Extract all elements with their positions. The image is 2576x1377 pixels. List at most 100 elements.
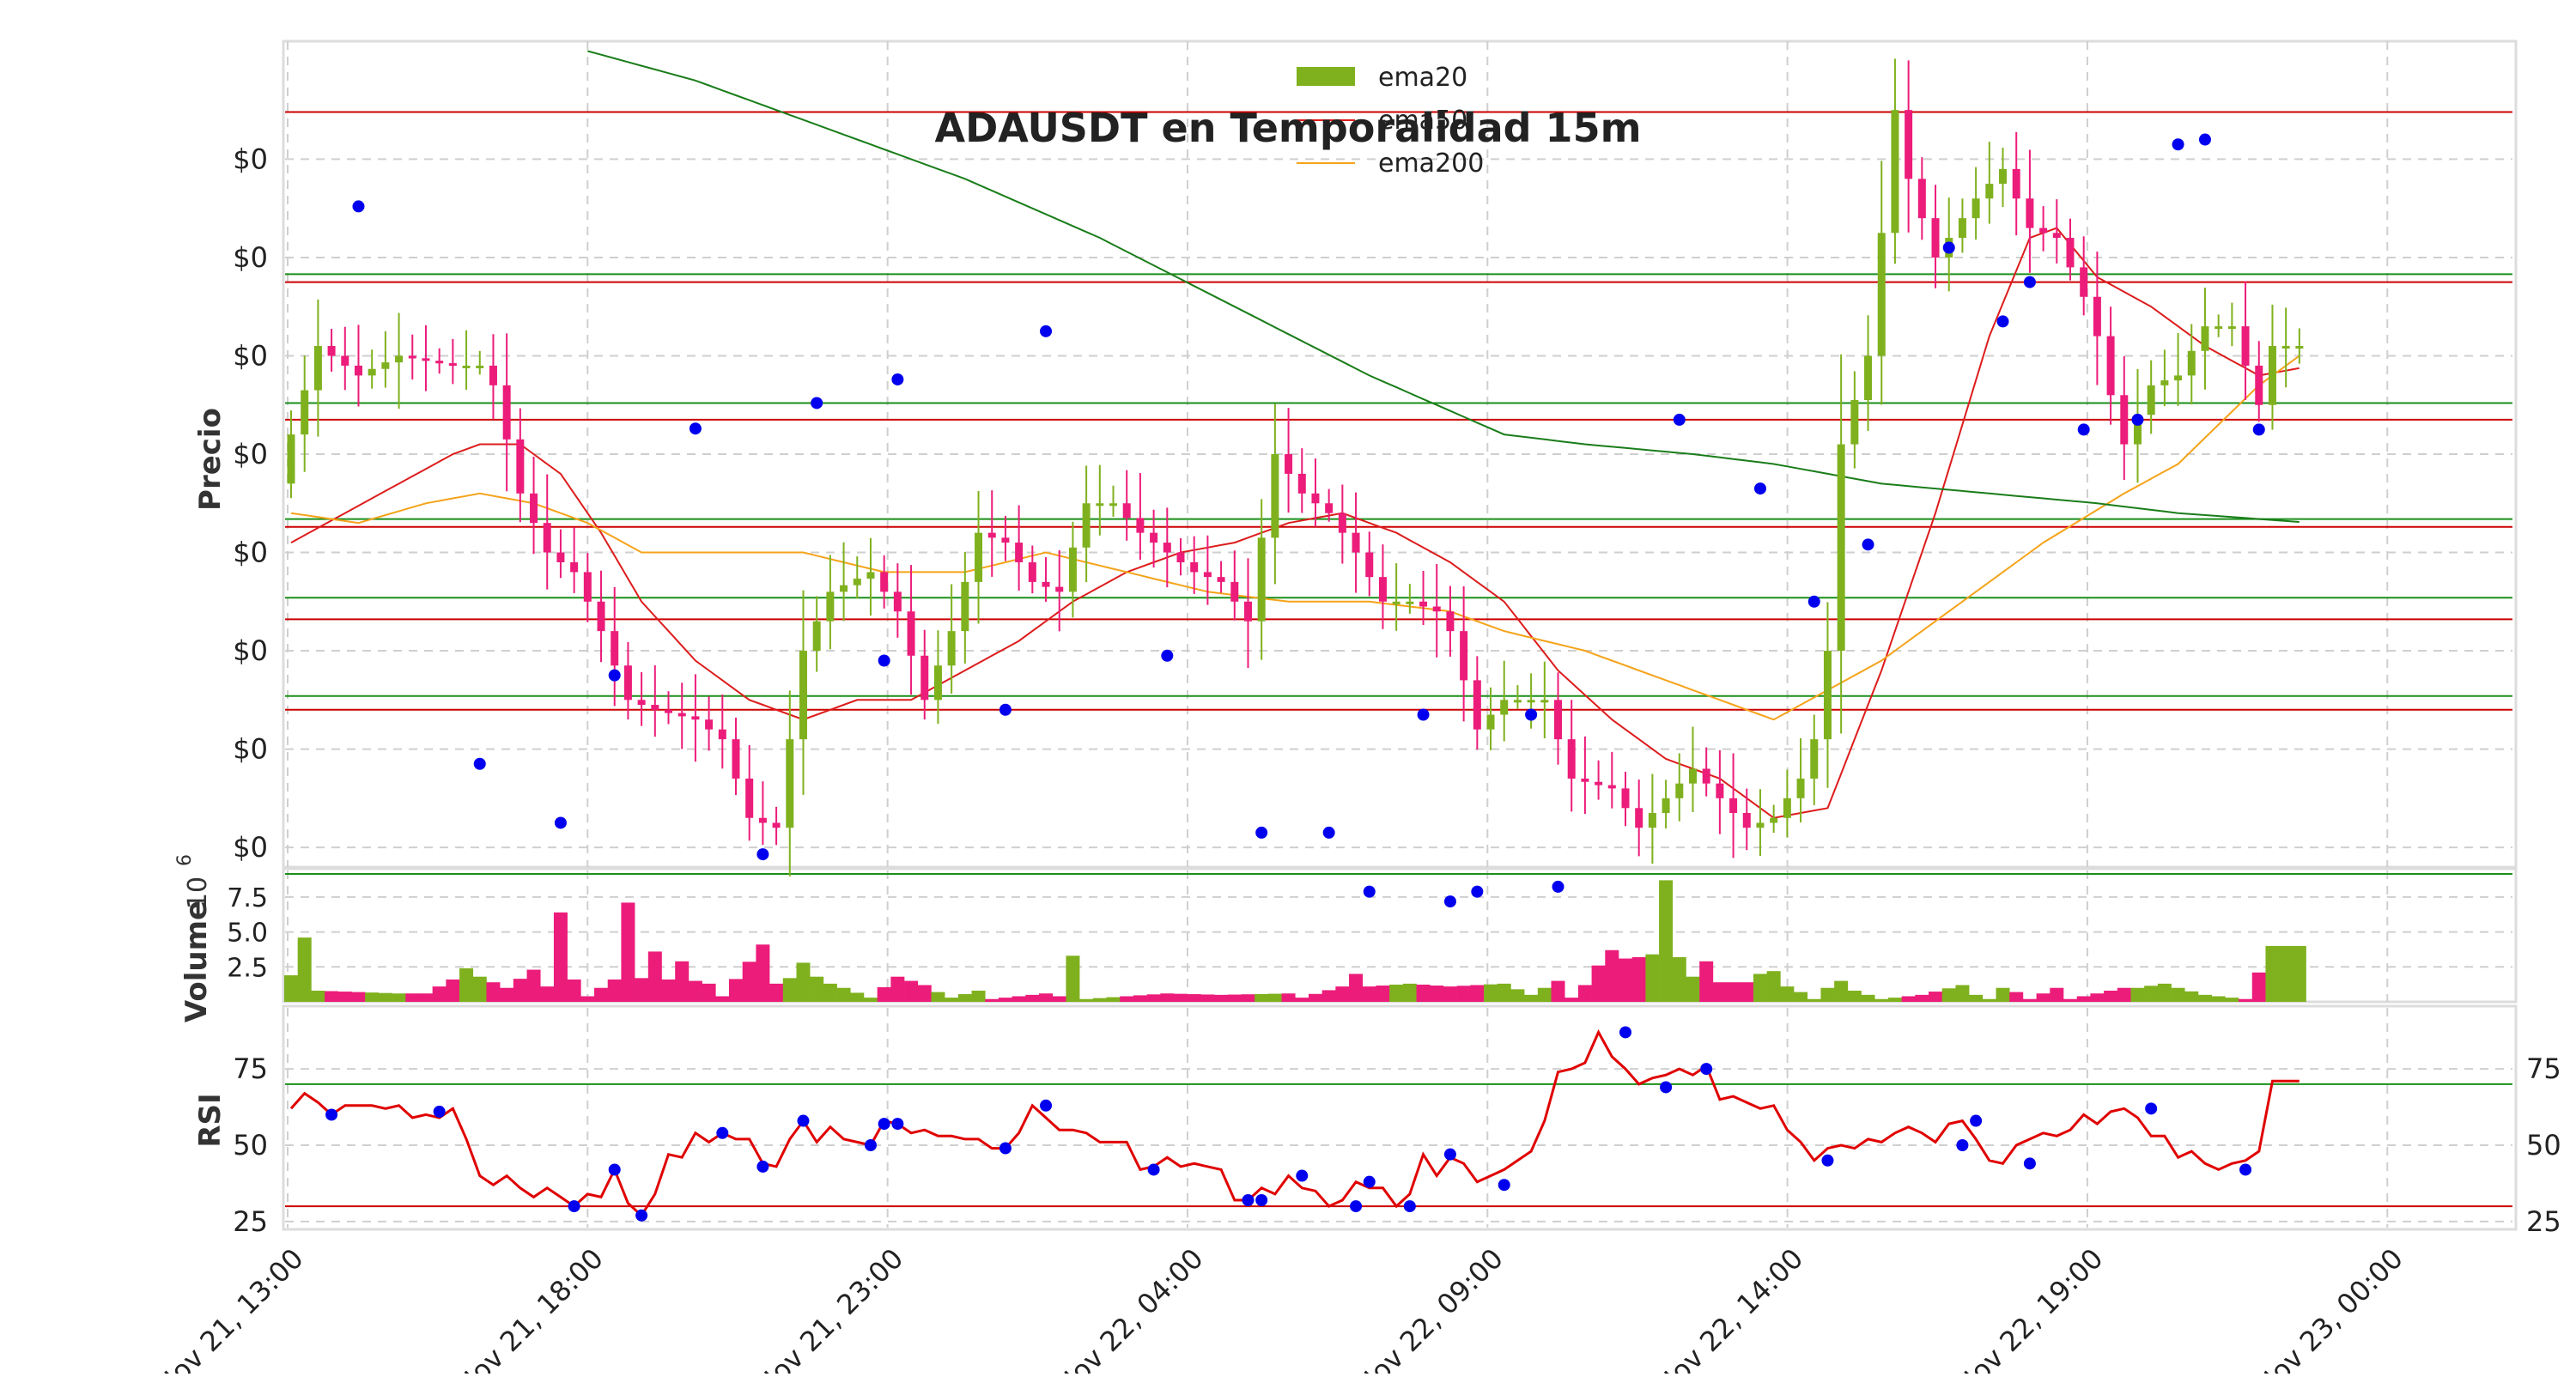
volume-bar — [1241, 994, 1255, 1002]
candle-body — [1770, 817, 1778, 823]
candle-body — [476, 365, 484, 368]
rsi-marker-dot — [878, 1118, 890, 1131]
volume-bar — [1740, 982, 1754, 1002]
candle-body — [1513, 700, 1522, 703]
rsi-tick-label-left: 75 — [233, 1052, 268, 1085]
volume-bar — [1887, 998, 1902, 1002]
candle-body — [368, 368, 376, 376]
volume-bar — [1470, 985, 1485, 1002]
volume-axis-label: Volume — [179, 901, 214, 1022]
candle-body — [1985, 184, 1994, 199]
volume-bar — [877, 986, 891, 1002]
volume-bar — [971, 990, 986, 1002]
candle-body — [2093, 296, 2101, 337]
candle-body — [691, 716, 700, 720]
price-marker-dot — [2131, 413, 2144, 426]
ema200-line — [587, 50, 2300, 523]
candle-body — [1217, 577, 1225, 582]
candle-body — [1243, 601, 1252, 622]
candle-body — [2187, 350, 2196, 376]
candle-body — [516, 439, 525, 494]
volume-bar — [1524, 994, 1539, 1002]
price-marker-dot — [352, 200, 365, 213]
volume-bar — [2171, 987, 2185, 1002]
volume-tick-label: 7.5 — [227, 883, 268, 913]
volume-bar — [1510, 989, 1525, 1002]
candle-body — [2255, 365, 2263, 405]
candle-body — [637, 700, 646, 706]
volume-bar — [2117, 987, 2131, 1002]
volume-bar — [931, 992, 945, 1002]
candle-body — [718, 729, 726, 740]
volume-bar — [284, 975, 298, 1002]
candle-body — [1486, 714, 1495, 730]
candle-body — [313, 346, 322, 391]
volume-bar — [1106, 997, 1121, 1002]
volume-bar — [675, 961, 690, 1002]
volume-bar — [2239, 998, 2253, 1002]
volume-bar — [2090, 993, 2105, 1002]
volume-bar — [2184, 991, 2199, 1002]
volume-bar — [594, 987, 609, 1002]
candle-body — [1230, 581, 1239, 602]
volume-bar — [945, 998, 959, 1002]
candle-body — [933, 665, 942, 701]
candle-body — [448, 363, 457, 367]
volume-bar — [850, 992, 865, 1002]
candle-body — [1905, 110, 1913, 179]
price-marker-dot — [1471, 885, 1484, 898]
volume-bar — [1929, 992, 1943, 1002]
price-marker-dot — [1807, 595, 1820, 608]
legend-label-ema20: ema20 — [1378, 63, 1467, 93]
volume-bar — [2036, 993, 2050, 1002]
rsi-marker-dot — [2023, 1157, 2036, 1170]
volume-bar — [325, 991, 339, 1002]
candle-body — [1607, 785, 1616, 789]
candle-body — [1460, 631, 1468, 681]
candle-body — [1850, 400, 1859, 445]
volume-bar — [1551, 980, 1565, 1002]
volume-bar — [715, 996, 730, 1002]
volume-bar — [2130, 987, 2145, 1002]
volume-bar — [1955, 985, 1970, 1002]
candle-body — [583, 572, 592, 602]
rsi-marker-dot — [1296, 1169, 1309, 1182]
candle-body — [2241, 326, 2250, 366]
price-marker-dot — [878, 654, 890, 667]
candle-body — [2295, 346, 2304, 349]
volume-bar — [1295, 998, 1309, 1002]
volume-bar — [432, 986, 447, 1002]
volume-bar — [1861, 994, 1875, 1002]
candle-body — [840, 585, 848, 592]
candle-body — [2268, 346, 2276, 405]
candle-body — [2052, 233, 2061, 239]
price-marker-dot — [2198, 133, 2211, 146]
price-marker-dot — [1942, 241, 1955, 254]
candle-body — [812, 621, 821, 652]
volume-bar — [1389, 984, 1404, 1002]
legend: ema20 ema50 ema200 — [1297, 63, 1484, 179]
candle-body — [1581, 778, 1589, 782]
candle-body — [2147, 385, 2155, 416]
volume-bar — [917, 985, 932, 1002]
price-marker-dot — [2023, 276, 2036, 288]
candle-body — [1971, 198, 1980, 219]
candle-body — [611, 631, 619, 666]
candle-body — [665, 709, 673, 713]
candle-body — [1136, 518, 1145, 533]
price-marker-dot — [1161, 649, 1174, 662]
candle-body — [2201, 326, 2209, 351]
volume-bar — [2157, 983, 2172, 1002]
candle-body — [2120, 395, 2129, 445]
candle-body — [1729, 798, 1738, 814]
volume-bar — [1362, 986, 1376, 1002]
price-marker-dot — [689, 422, 702, 435]
volume-bar — [1133, 995, 1147, 1002]
volume-bar — [1281, 993, 1296, 1002]
candle-body — [1109, 503, 1118, 507]
candle-body — [1311, 493, 1320, 504]
volume-bar — [2144, 986, 2159, 1002]
rsi-marker-dot — [716, 1126, 729, 1139]
rsi-marker-dot — [1350, 1200, 1363, 1213]
candle-body — [975, 532, 983, 582]
